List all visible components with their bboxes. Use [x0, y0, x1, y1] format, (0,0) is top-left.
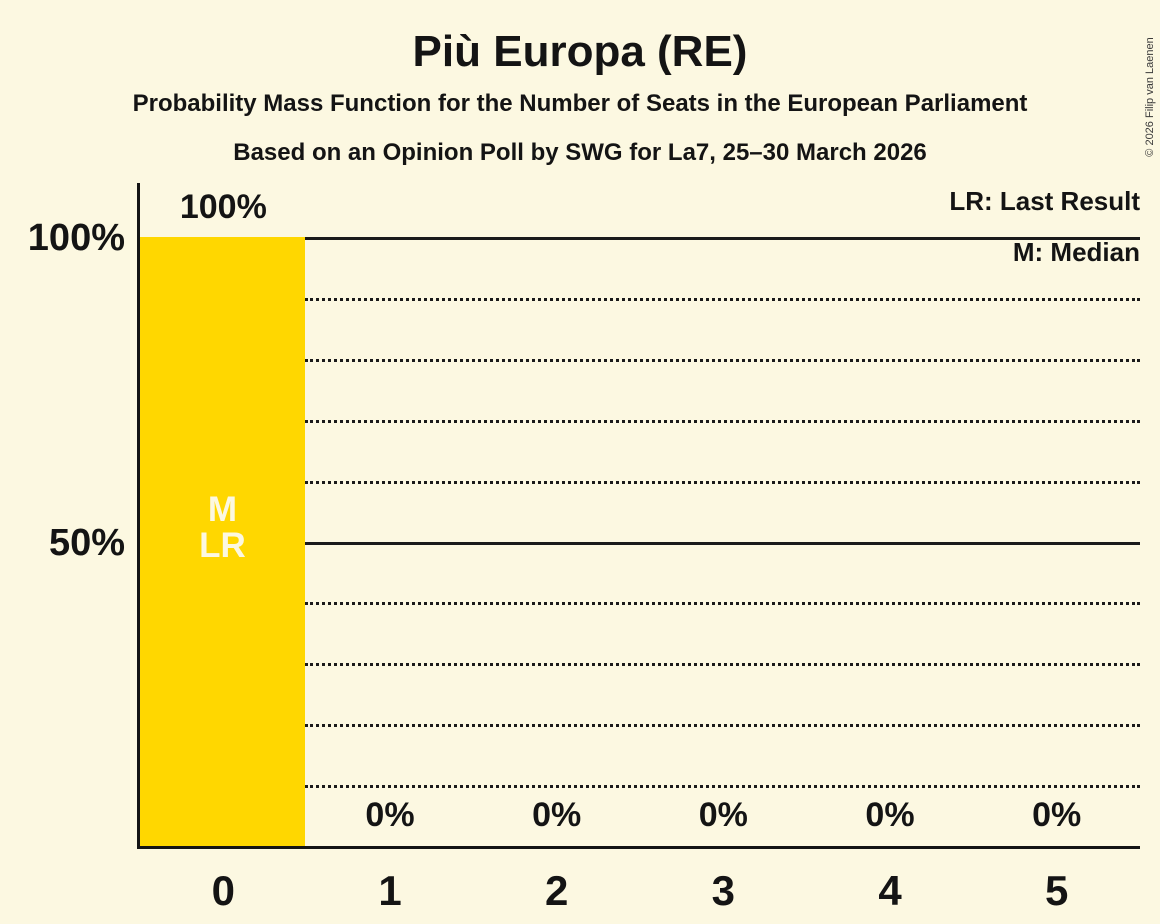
x-axis-tick-label-0: 0 — [211, 867, 235, 914]
gridline-dotted-40pct — [305, 602, 1140, 606]
y-axis-label-50: 50% — [48, 522, 125, 564]
x-axis-tick-label-2: 2 — [544, 867, 569, 914]
x-axis-tick-label-1: 1 — [378, 867, 402, 914]
x-axis-tick-label-4: 4 — [878, 867, 902, 914]
bar-value-label-0: 100% — [179, 188, 267, 226]
chart-source-note: Based on an Opinion Poll by SWG for La7,… — [233, 139, 927, 166]
gridline-solid-100pct — [305, 237, 1140, 240]
gridline-dotted-70pct — [305, 419, 1140, 423]
x-axis-line — [137, 846, 1140, 849]
legend-median: M: Median — [1012, 237, 1140, 267]
bar-annotation-last-result: LR — [199, 526, 246, 565]
bar-value-label-1: 0% — [365, 796, 415, 834]
bar-value-label-3: 0% — [698, 796, 748, 834]
bar-value-label-4: 0% — [865, 796, 915, 834]
y-axis-label-100: 100% — [27, 217, 125, 259]
legend-last-result: LR: Last Result — [949, 186, 1140, 216]
gridline-dotted-10pct — [305, 785, 1140, 789]
x-axis-tick-label-5: 5 — [1044, 867, 1069, 914]
bar-value-label-2: 0% — [532, 796, 582, 834]
gridline-dotted-20pct — [305, 724, 1140, 728]
gridline-dotted-90pct — [305, 297, 1140, 301]
gridline-dotted-30pct — [305, 663, 1140, 667]
bar-annotation-median: M — [207, 490, 238, 529]
gridline-solid-50pct — [305, 541, 1140, 545]
chart-subtitle: Probability Mass Function for the Number… — [132, 90, 1028, 117]
gridline-dotted-80pct — [305, 358, 1140, 362]
copyright-note: © 2026 Filip van Laenen — [1144, 37, 1156, 157]
bar-value-label-5: 0% — [1032, 796, 1082, 834]
y-axis-line — [137, 183, 140, 848]
chart-title: Più Europa (RE) — [412, 27, 748, 76]
gridline-dotted-60pct — [305, 480, 1140, 484]
x-axis-tick-label-3: 3 — [711, 867, 736, 914]
bar-seats-0: M LR — [140, 237, 305, 846]
